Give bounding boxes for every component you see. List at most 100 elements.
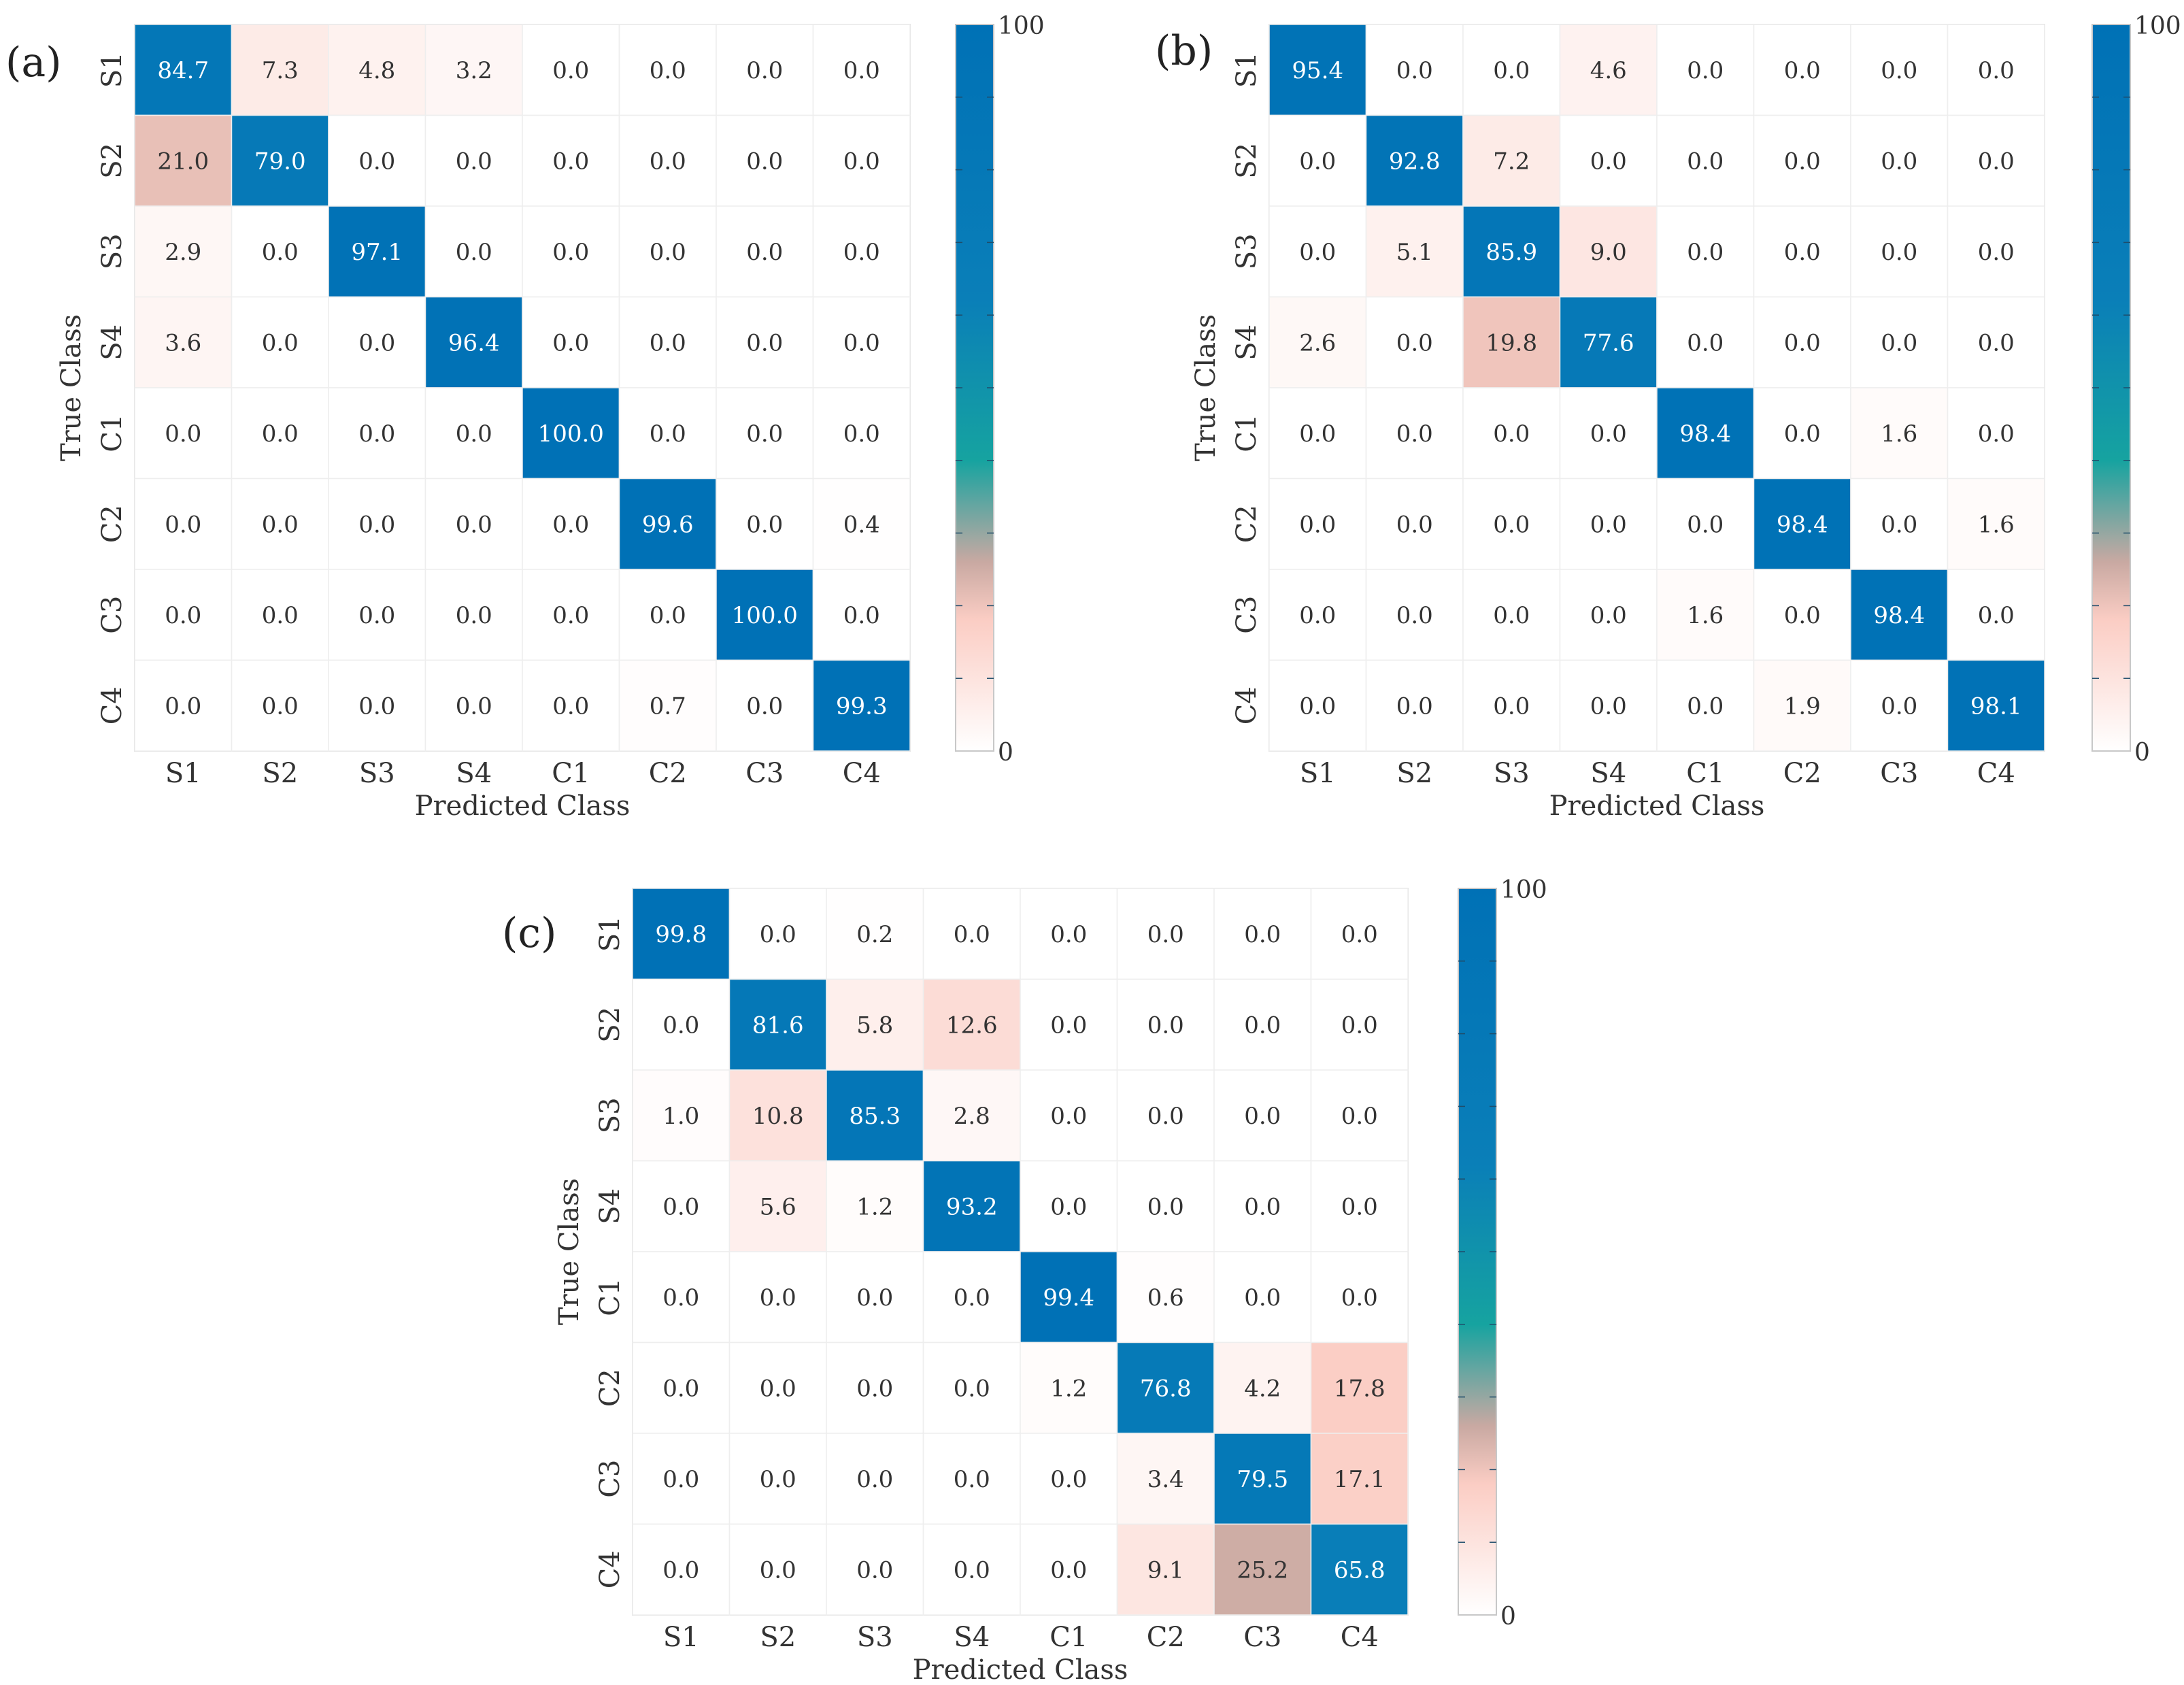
x-tick-label: S3 (1494, 758, 1530, 789)
cell-value-label: 0.0 (856, 1375, 893, 1402)
cell-value-label: 93.2 (946, 1193, 998, 1220)
y-tick-label: C4 (1231, 686, 1262, 724)
matrix-cell (1656, 387, 1755, 480)
cell-value-label: 0.0 (1341, 1193, 1378, 1220)
x-tick-label: C3 (745, 758, 784, 789)
cell-value-label: 0.0 (1978, 602, 2015, 629)
matrix-cell (231, 659, 329, 752)
cell-value-label: 0.0 (1341, 1012, 1378, 1039)
matrix-cell (1559, 478, 1658, 570)
cell-value-label: 0.0 (662, 1012, 699, 1039)
cell-value-label: 0.7 (650, 693, 686, 720)
cell-value-label: 0.0 (1687, 57, 1724, 84)
matrix-cell (1559, 569, 1658, 661)
cell-value-label: 0.0 (262, 329, 299, 356)
matrix-cell (522, 205, 620, 298)
cell-value-label: 4.2 (1244, 1375, 1281, 1402)
cell-value-label: 0.0 (843, 239, 880, 266)
matrix-cell (424, 24, 523, 116)
cell-value-label: 0.0 (1978, 57, 2015, 84)
matrix-cell (1947, 114, 2045, 207)
matrix-cell (1365, 296, 1464, 388)
matrix-cell (1850, 296, 1949, 388)
cell-value-label: 17.8 (1334, 1375, 1385, 1402)
matrix-cell (1656, 296, 1755, 388)
x-tick-label: S2 (760, 1622, 796, 1653)
cell-value-label: 84.7 (157, 57, 209, 84)
x-tick-label: C4 (1341, 1622, 1379, 1653)
cell-value-label: 2.9 (165, 239, 201, 266)
cell-value-label: 0.0 (1050, 1103, 1087, 1130)
matrix-cell (1947, 296, 2045, 388)
matrix-cell (1850, 24, 1949, 116)
y-tick-label: S3 (1231, 233, 1262, 269)
matrix-cell (1213, 1251, 1312, 1344)
matrix-cell (1850, 205, 1949, 298)
matrix-cell (1462, 205, 1561, 298)
matrix-cell (1116, 1341, 1215, 1434)
cell-value-label: 4.6 (1590, 57, 1627, 84)
y-tick-label: S2 (97, 143, 128, 179)
x-tick-label: C2 (1147, 1622, 1185, 1653)
cell-value-label: 98.4 (1679, 420, 1731, 448)
matrix-cell (826, 978, 924, 1071)
cell-value-label: 0.0 (1784, 239, 1821, 266)
cell-value-label: 21.0 (157, 148, 209, 175)
y-tick-label: S4 (1231, 324, 1262, 361)
matrix-cell (826, 1523, 924, 1616)
cell-value-label: 0.0 (1590, 420, 1627, 448)
cell-value-label: 5.1 (1396, 239, 1433, 266)
cell-value-label: 0.0 (1881, 693, 1917, 720)
colorbar-max-label: 100 (998, 12, 1045, 40)
matrix-cell (231, 24, 329, 116)
matrix-cell (1020, 888, 1118, 980)
matrix-cell (1116, 1251, 1215, 1344)
cell-value-label: 0.0 (856, 1466, 893, 1493)
matrix-cell (522, 659, 620, 752)
cell-value-label: 96.4 (448, 329, 500, 356)
matrix-cell (826, 1251, 924, 1344)
matrix-cell (134, 569, 233, 661)
cell-value-label: 0.0 (1687, 329, 1724, 356)
cell-value-label: 0.0 (1341, 921, 1378, 948)
x-axis-title: Predicted Class (913, 1654, 1128, 1685)
cell-value-label: 10.8 (752, 1103, 804, 1130)
y-tick-label: C4 (594, 1550, 626, 1588)
x-tick-label: C3 (1243, 1622, 1281, 1653)
cell-value-label: 0.0 (1147, 1012, 1184, 1039)
cell-value-label: 0.0 (1299, 511, 1336, 538)
cell-value-label: 0.0 (358, 148, 395, 175)
cell-value-label: 1.2 (856, 1193, 893, 1220)
cell-value-label: 0.0 (856, 1284, 893, 1312)
cell-value-label: 0.0 (760, 1284, 796, 1312)
cell-value-label: 0.0 (1299, 693, 1336, 720)
cell-value-label: 0.0 (1050, 1193, 1087, 1220)
cell-value-label: 0.0 (1784, 148, 1821, 175)
cell-value-label: 0.0 (746, 693, 783, 720)
y-axis-title: True Class (1190, 314, 1222, 461)
cell-value-label: 19.8 (1485, 329, 1537, 356)
matrix-cell (424, 205, 523, 298)
cell-value-label: 0.0 (1881, 239, 1917, 266)
x-tick-label: C2 (1783, 758, 1821, 789)
colorbar-min-label: 0 (1500, 1603, 1516, 1631)
cell-value-label: 0.0 (662, 1284, 699, 1312)
cell-value-label: 0.0 (1590, 511, 1627, 538)
cell-value-label: 99.6 (642, 511, 694, 538)
matrix-cell (1656, 114, 1755, 207)
cell-value-label: 0.0 (262, 239, 299, 266)
cell-value-label: 0.0 (954, 1466, 990, 1493)
y-tick-label: C3 (97, 596, 128, 634)
matrix-cell (632, 1251, 730, 1344)
colorbar-max-label: 100 (2134, 12, 2181, 40)
panel-label: (a) (5, 39, 62, 86)
cell-value-label: 95.4 (1292, 57, 1343, 84)
x-tick-label: S1 (165, 758, 201, 789)
cell-value-label: 79.5 (1237, 1466, 1288, 1493)
matrix-cell (328, 296, 426, 388)
matrix-cell (424, 114, 523, 207)
cell-value-label: 1.2 (1050, 1375, 1087, 1402)
matrix-cell (632, 1433, 730, 1525)
cell-value-label: 0.0 (1784, 602, 1821, 629)
y-tick-label: S1 (1231, 52, 1262, 88)
